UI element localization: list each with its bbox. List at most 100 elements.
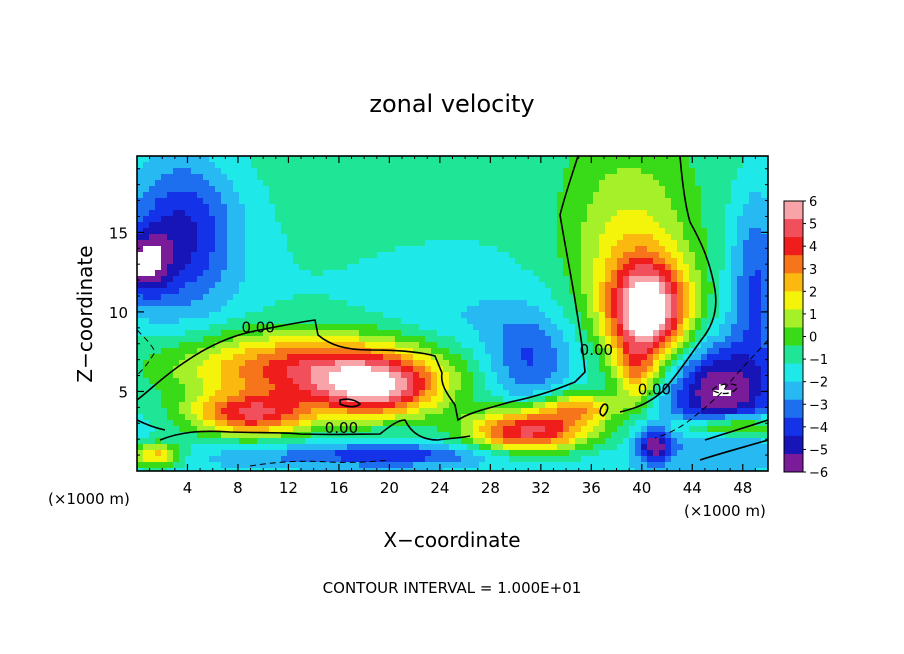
heatmap-cell — [479, 222, 486, 229]
heatmap-cell — [509, 216, 516, 223]
heatmap-cell — [689, 264, 696, 271]
heatmap-cell — [167, 234, 174, 241]
heatmap-cell — [239, 396, 246, 403]
heatmap-cell — [563, 282, 570, 289]
heatmap-cell — [203, 228, 210, 235]
heatmap-cell — [425, 252, 432, 259]
heatmap-cell — [371, 366, 378, 373]
heatmap-cell — [179, 300, 186, 307]
heatmap-cell — [227, 318, 234, 325]
heatmap-cell — [485, 396, 492, 403]
heatmap-cell — [239, 246, 246, 253]
heatmap-cell — [425, 180, 432, 187]
heatmap-cell — [509, 276, 516, 283]
heatmap-cell — [665, 204, 672, 211]
heatmap-cell — [581, 348, 588, 355]
heatmap-cell — [539, 318, 546, 325]
heatmap-cell — [383, 192, 390, 199]
heatmap-cell — [419, 294, 426, 301]
heatmap-cell — [191, 186, 198, 193]
heatmap-cell — [719, 168, 726, 175]
heatmap-cell — [443, 318, 450, 325]
heatmap-cell — [149, 330, 156, 337]
heatmap-cell — [629, 390, 636, 397]
heatmap-cell — [149, 240, 156, 247]
heatmap-cell — [365, 378, 372, 385]
heatmap-cell — [437, 252, 444, 259]
heatmap-cell — [689, 432, 696, 439]
heatmap-cell — [737, 420, 744, 427]
heatmap-cell — [515, 402, 522, 409]
heatmap-cell — [269, 198, 276, 205]
heatmap-cell — [569, 252, 576, 259]
heatmap-cell — [365, 336, 372, 343]
heatmap-cell — [431, 210, 438, 217]
heatmap-cell — [425, 198, 432, 205]
heatmap-cell — [479, 264, 486, 271]
heatmap-cell — [365, 258, 372, 265]
heatmap-cell — [155, 342, 162, 349]
heatmap-cell — [659, 348, 666, 355]
heatmap-cell — [305, 408, 312, 415]
heatmap-cell — [581, 432, 588, 439]
heatmap-cell — [503, 168, 510, 175]
heatmap-cell — [227, 198, 234, 205]
heatmap-cell — [689, 336, 696, 343]
heatmap-cell — [341, 156, 348, 163]
heatmap-cell — [299, 222, 306, 229]
heatmap-cell — [647, 234, 654, 241]
heatmap-cell — [509, 228, 516, 235]
heatmap-cell — [485, 186, 492, 193]
heatmap-cell — [563, 324, 570, 331]
heatmap-cell — [665, 168, 672, 175]
heatmap-cell — [401, 204, 408, 211]
heatmap-cell — [707, 168, 714, 175]
heatmap-cell — [539, 354, 546, 361]
heatmap-cell — [521, 300, 528, 307]
heatmap-cell — [725, 396, 732, 403]
heatmap-cell — [725, 264, 732, 271]
heatmap-cell — [419, 162, 426, 169]
heatmap-cell — [185, 228, 192, 235]
heatmap-cell — [539, 426, 546, 433]
heatmap-cell — [149, 372, 156, 379]
heatmap-cell — [347, 414, 354, 421]
heatmap-cell — [527, 264, 534, 271]
heatmap-cell — [497, 180, 504, 187]
heatmap-cell — [671, 240, 678, 247]
heatmap-cell — [515, 378, 522, 385]
heatmap-cell — [317, 372, 324, 379]
heatmap-cell — [593, 168, 600, 175]
heatmap-cell — [443, 408, 450, 415]
heatmap-cell — [503, 288, 510, 295]
heatmap-cell — [299, 210, 306, 217]
heatmap-cell — [713, 354, 720, 361]
heatmap-cell — [665, 300, 672, 307]
heatmap-cell — [383, 240, 390, 247]
heatmap-cell — [677, 378, 684, 385]
heatmap-cell — [677, 336, 684, 343]
heatmap-cell — [665, 360, 672, 367]
heatmap-cell — [335, 366, 342, 373]
heatmap-cell — [593, 186, 600, 193]
heatmap-cell — [311, 258, 318, 265]
heatmap-cell — [647, 174, 654, 181]
heatmap-cell — [731, 420, 738, 427]
heatmap-cell — [173, 318, 180, 325]
heatmap-cell — [719, 180, 726, 187]
heatmap-cell — [677, 426, 684, 433]
heatmap-cell — [581, 384, 588, 391]
heatmap-cell — [761, 378, 768, 385]
heatmap-cell — [173, 438, 180, 445]
heatmap-cell — [323, 336, 330, 343]
heatmap-cell — [179, 282, 186, 289]
heatmap-cell — [725, 252, 732, 259]
heatmap-cell — [299, 264, 306, 271]
heatmap-cell — [311, 246, 318, 253]
heatmap-cell — [473, 306, 480, 313]
heatmap-cell — [659, 408, 666, 415]
heatmap-cell — [617, 420, 624, 427]
heatmap-cell — [293, 396, 300, 403]
heatmap-cell — [593, 396, 600, 403]
heatmap-cell — [365, 402, 372, 409]
